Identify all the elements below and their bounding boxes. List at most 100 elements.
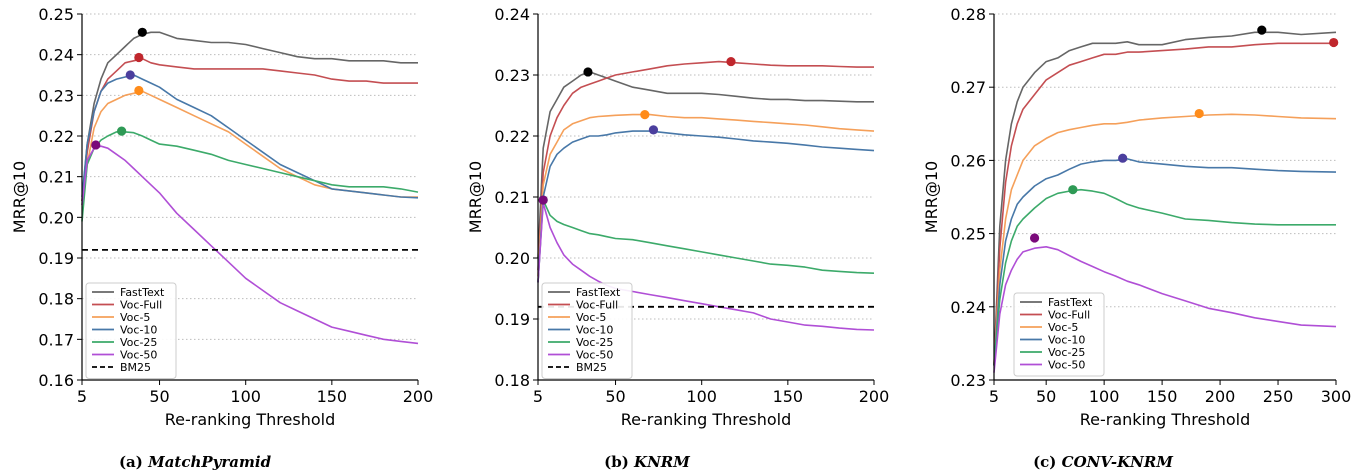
x-tick-label: 150 [1147,387,1178,406]
legend-label: Voc-Full [576,299,618,312]
x-tick-label: 100 [230,387,261,406]
legend: FastTextVoc-FullVoc-5Voc-10Voc-25Voc-50B… [541,282,633,379]
legend: FastTextVoc-FullVoc-5Voc-10Voc-25Voc-50B… [85,282,177,379]
legend-label: Voc-10 [120,324,157,337]
y-tick-label: 0.16 [38,371,74,390]
peak-marker-fasttext [137,27,147,37]
series-line-voc-50 [993,246,1337,373]
legend-label: Voc-50 [1048,359,1085,372]
peak-marker-voc-full [1329,37,1339,48]
series-line-voc-full [993,42,1336,366]
caption-title: CONV-KNRM [1062,453,1174,471]
series-line-fasttext [537,71,874,259]
series-line-voc-50 [537,202,875,331]
legend-label: Voc-50 [576,349,613,362]
y-tick-label: 0.23 [494,66,530,85]
legend-label: Voc-25 [120,336,157,349]
series-line-voc-5 [993,113,1337,366]
legend-label: FastText [576,286,621,299]
y-tick-label: 0.28 [950,5,986,24]
legend-label: Voc-5 [120,311,150,324]
y-axis-label: MRR@10 [10,161,29,233]
x-tick-label: 300 [1321,387,1352,406]
caption-title: MatchPyramid [147,453,271,471]
caption-prefix: (b) [604,453,629,471]
y-tick-label: 0.22 [38,127,74,146]
y-tick-label: 0.23 [38,86,74,105]
caption-title: KNRM [633,453,690,471]
series-line-voc-5 [537,113,875,277]
legend-label: Voc-5 [576,311,606,324]
x-axis-label: Re-ranking Threshold [1080,410,1250,429]
y-tick-label: 0.19 [494,310,530,329]
x-tick-label: 200 [859,387,890,406]
legend-label: Voc-25 [576,336,613,349]
series-line-voc-10 [993,158,1337,366]
x-tick-label: 50 [1036,387,1056,406]
y-tick-label: 0.24 [950,298,986,317]
peak-marker-voc-5 [134,85,144,96]
x-tick-label: 5 [533,387,543,406]
x-tick-label: 100 [1089,387,1120,406]
peak-marker-voc-5 [1194,108,1204,119]
series-line-voc-25 [81,131,419,222]
series-line-voc-25 [537,199,875,283]
y-tick-label: 0.17 [38,330,74,349]
panel-caption: (a) MatchPyramid [119,453,272,471]
x-tick-label: 150 [773,387,804,406]
peak-marker-voc-25 [1068,185,1078,195]
legend-label: Voc-25 [1048,346,1085,359]
chart-panel-b: 0.18 0.19 0.20 0.21 0.22 0.23 0.24 5 50 100 150 200… [466,5,889,471]
caption-prefix: (a) [119,453,143,471]
series-line-voc-50 [81,145,419,345]
peak-marker-fasttext [583,67,593,77]
y-tick-label: 0.21 [38,168,74,187]
peak-marker-voc-full [134,52,144,63]
y-tick-label: 0.20 [494,249,530,268]
peak-marker-voc-10 [125,70,135,80]
legend-label: Voc-Full [120,299,162,312]
x-tick-label: 200 [1205,387,1236,406]
peak-marker-voc-full [726,56,736,67]
y-tick-label: 0.25 [38,5,74,24]
legend-label: Voc-Full [1048,309,1090,322]
chart-panel-a: 0.16 0.17 0.18 0.19 0.20 0.21 0.22 0.23 0.24 0.25… [10,5,433,471]
peak-marker-voc-10 [648,125,659,135]
legend-label: Voc-10 [1048,334,1085,347]
y-tick-label: 0.18 [494,371,530,390]
peak-marker-voc-5 [640,110,650,120]
peak-marker-voc-25 [117,126,127,136]
panel-caption: (c) CONV-KNRM [1033,453,1173,471]
series-line-voc-5 [81,90,418,206]
legend-label: BM25 [120,361,151,374]
legend-label: Voc-5 [1048,321,1078,334]
peak-marker-fasttext [1257,25,1267,35]
series-line-voc-10 [81,74,419,199]
y-axis-label: MRR@10 [922,161,941,233]
series-line-voc-10 [537,130,875,283]
x-tick-label: 50 [605,387,625,406]
x-axis-label: Re-ranking Threshold [165,410,335,429]
peak-marker-voc-10 [1118,153,1128,163]
legend-label: Voc-50 [120,349,157,362]
series-line-fasttext [993,31,1337,366]
legend-label: FastText [120,286,165,299]
y-tick-label: 0.27 [950,78,986,97]
x-axis-label: Re-ranking Threshold [621,410,791,429]
panel-caption: (b) KNRM [604,453,690,471]
y-tick-label: 0.20 [38,208,74,227]
series-line-voc-25 [993,188,1336,366]
x-tick-label: 100 [686,387,717,406]
legend-label: BM25 [576,361,607,374]
legend-label: FastText [1048,296,1093,309]
x-tick-label: 200 [403,387,434,406]
series-line-fasttext [81,31,418,202]
x-tick-label: 50 [149,387,169,406]
series-line-voc-full [537,60,874,271]
y-tick-label: 0.18 [38,290,74,309]
peak-marker-voc-50 [91,140,101,150]
y-tick-label: 0.25 [950,225,986,244]
chart-panel-c: 0.23 0.24 0.25 0.26 0.27 0.28 5 50 100 150 200 250 3… [922,5,1351,471]
